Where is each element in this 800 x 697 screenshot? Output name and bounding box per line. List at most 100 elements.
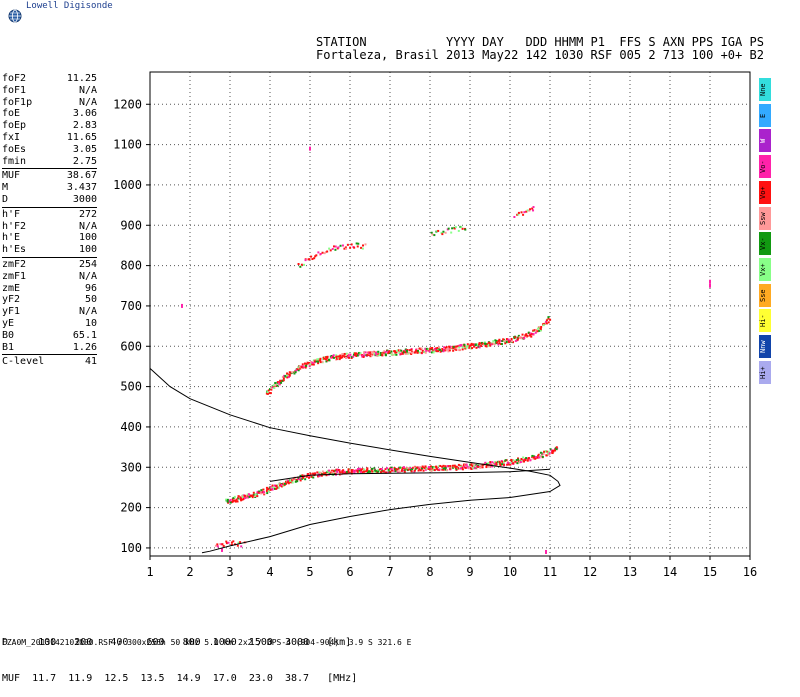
trace-point	[485, 463, 488, 466]
trace-point	[262, 491, 265, 494]
trace-point	[297, 369, 300, 372]
trace-point	[431, 346, 434, 349]
trace-point	[489, 344, 492, 347]
trace-point	[398, 349, 401, 352]
x-tick-label: 1	[146, 565, 153, 579]
trace-point	[288, 373, 291, 376]
trace-point	[383, 350, 386, 353]
param-row: foF2 11.25	[2, 73, 97, 85]
trace-point	[526, 459, 529, 462]
trace-point	[532, 329, 535, 332]
trace-point	[337, 356, 340, 359]
trace-point	[461, 343, 464, 346]
trace-point	[483, 342, 486, 345]
legend-item: W	[759, 129, 771, 153]
trace-point	[547, 452, 550, 455]
legend-item: Hi-	[759, 309, 771, 333]
trace-point	[365, 469, 368, 472]
trace-point	[411, 468, 414, 471]
param-row: h'F2 N/A	[2, 221, 97, 233]
trace-point	[317, 362, 320, 365]
trace-point	[432, 468, 435, 471]
trace-point	[532, 456, 535, 459]
trace-point	[540, 325, 543, 328]
trace-point	[331, 355, 334, 358]
trace-point	[455, 347, 458, 350]
trace-point	[442, 464, 445, 467]
y-tick-label: 1200	[113, 97, 142, 111]
trace-point	[545, 454, 548, 457]
trace-point	[442, 230, 445, 233]
param-name: zmE	[2, 282, 21, 294]
trace-point	[356, 468, 359, 471]
trace-point	[375, 351, 378, 354]
trace-point	[358, 467, 361, 470]
x-tick-label: 2	[186, 565, 193, 579]
trace-point	[293, 372, 296, 375]
param-value: N/A	[78, 270, 97, 282]
trace-point	[415, 349, 418, 352]
trace-point	[510, 458, 513, 461]
trace-point	[362, 355, 365, 358]
param-row: foEs 3.05	[2, 144, 97, 156]
trace-point	[256, 495, 259, 498]
param-value: 65.1	[72, 329, 97, 341]
trace-point	[476, 343, 479, 346]
param-value: 3.06	[72, 108, 97, 120]
trace-point	[232, 497, 235, 500]
trace-point	[517, 337, 520, 340]
trace-point	[455, 468, 458, 471]
trace-point	[369, 355, 372, 358]
trace-point	[351, 355, 354, 358]
trace-point	[388, 467, 391, 470]
param-row: M 3.437	[2, 182, 97, 194]
trace-point	[543, 322, 546, 325]
trace-point	[410, 470, 413, 473]
echo-traces	[181, 146, 711, 554]
trace-point	[408, 351, 411, 354]
trace-point	[302, 476, 305, 479]
trace-point	[360, 246, 363, 249]
trace-point	[495, 340, 498, 343]
trace-point	[430, 231, 433, 234]
trace-point	[361, 354, 364, 357]
trace-point	[229, 498, 232, 501]
trace-point	[321, 473, 324, 476]
trace-point	[460, 465, 463, 468]
trace-point	[219, 543, 222, 546]
trace-point	[360, 470, 363, 473]
trace-point	[314, 255, 317, 258]
trace-point	[532, 457, 535, 460]
trace-point	[475, 464, 478, 467]
trace-point	[461, 466, 464, 469]
trace-point	[525, 333, 528, 336]
trace-point	[709, 283, 711, 288]
trace-point	[361, 247, 364, 250]
param-name: yE	[2, 318, 15, 329]
trace-point	[265, 486, 268, 489]
trace-point	[486, 343, 489, 346]
trace-point	[498, 460, 501, 463]
trace-point	[433, 466, 436, 469]
trace-point	[529, 459, 532, 462]
trace-point	[377, 353, 380, 356]
trace-point	[363, 352, 366, 355]
trace-point	[470, 342, 473, 345]
trace-point	[429, 465, 432, 468]
trace-point	[286, 479, 289, 482]
trace-point	[448, 349, 451, 352]
trace-point	[355, 242, 358, 245]
trace-point	[282, 377, 285, 380]
trace-point	[438, 348, 441, 351]
trace-point	[410, 348, 413, 351]
trace-point	[319, 357, 322, 360]
trace-point	[461, 227, 464, 230]
param-row: MUF 38.67	[2, 170, 97, 182]
trace-point	[516, 462, 519, 465]
trace-point	[318, 475, 321, 478]
trace-point	[353, 352, 356, 355]
param-value: 11.65	[66, 132, 97, 143]
trace-point	[432, 349, 435, 352]
trace-point	[519, 461, 522, 464]
param-row: h'F 272	[2, 209, 97, 221]
